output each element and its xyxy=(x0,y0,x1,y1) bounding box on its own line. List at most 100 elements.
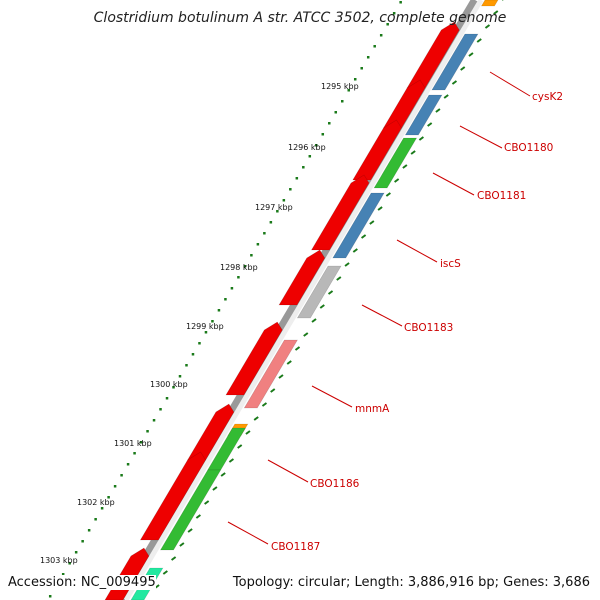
scale-tick xyxy=(253,416,259,421)
scale-dot xyxy=(81,540,84,543)
scale-dot xyxy=(276,210,279,213)
scale-dot xyxy=(347,89,350,92)
scale-tick xyxy=(171,556,177,561)
scale-tick xyxy=(270,388,276,393)
scale-label: 1295 kbp xyxy=(321,82,359,91)
cds-feature xyxy=(310,174,370,251)
scale-dot xyxy=(211,320,214,323)
scale-dot xyxy=(379,34,383,37)
scale-tick xyxy=(385,192,391,197)
scale-tick xyxy=(427,122,433,127)
scale-dot xyxy=(334,111,338,114)
scale-tick xyxy=(377,206,383,211)
leader-line xyxy=(432,172,475,196)
scale-label: 1297 kbp xyxy=(255,203,293,212)
scale-tick xyxy=(484,24,491,29)
scale-tick xyxy=(451,80,458,85)
scale-label: 1301 kbp xyxy=(114,439,152,448)
scale-tick xyxy=(311,318,317,323)
scale-dot xyxy=(392,12,396,15)
scale-tick xyxy=(360,234,367,239)
scale-tick xyxy=(460,66,466,71)
scale-label: 1300 kbp xyxy=(150,380,188,389)
leader-line xyxy=(361,304,403,327)
genome-summary: Topology: circular; Length: 3,886,916 bp… xyxy=(232,575,590,590)
scale-dot xyxy=(191,353,195,356)
scale-dot xyxy=(341,100,344,103)
scale-dot xyxy=(87,529,91,532)
scale-tick xyxy=(369,220,375,225)
backbone-highlight xyxy=(123,0,484,600)
scale-dot xyxy=(198,342,201,345)
scale-tick xyxy=(327,290,334,295)
scale-dot xyxy=(139,441,143,444)
scale-dot xyxy=(172,386,175,389)
scale-tick xyxy=(220,472,226,477)
scale-dot xyxy=(250,254,253,257)
scale-tick xyxy=(402,164,408,169)
gene-label-cysk2: cysK2 xyxy=(532,91,563,103)
scale-dot xyxy=(100,507,104,510)
cds-feature xyxy=(225,321,283,396)
scale-dot xyxy=(120,474,123,477)
leader-line xyxy=(311,385,353,408)
gene-feature xyxy=(159,469,222,551)
scale-tick xyxy=(435,108,441,113)
gene-features xyxy=(104,0,499,600)
gene-feature xyxy=(243,339,298,409)
scale-dot xyxy=(204,331,208,334)
accession-label: Accession: NC_009495 xyxy=(8,575,156,590)
scale-dot xyxy=(366,56,370,59)
scale-tick xyxy=(352,248,358,253)
scale-label: 1299 kbp xyxy=(186,322,224,331)
scale-tick xyxy=(179,542,185,547)
scale-tick xyxy=(212,486,218,491)
gene-label-mnma: mnmA xyxy=(355,403,390,415)
scale-dot xyxy=(269,221,273,224)
gene-labels: cysK2 CBO1180 CBO1181 iscS CBO1183 mnmA CBO118… xyxy=(271,91,563,553)
gene-label-cbo1186: CBO1186 xyxy=(310,478,360,490)
leader-line xyxy=(489,71,531,97)
scale-dot xyxy=(308,155,312,158)
scale-tick xyxy=(294,346,301,351)
scale-dot xyxy=(224,298,227,301)
scale-dot xyxy=(328,122,331,125)
scale-dot xyxy=(61,573,65,576)
cds-feature xyxy=(139,451,206,541)
scale-dot xyxy=(217,309,221,312)
gene-feature xyxy=(296,265,342,319)
scale-dot xyxy=(373,45,376,48)
scale-dot xyxy=(146,430,149,433)
scale-tick xyxy=(394,178,400,183)
scale-dot xyxy=(48,595,52,598)
scale-labels: 1295 kbp 1296 kbp 1297 kbp 1298 kbp 1299 kbp… xyxy=(40,82,359,565)
scale-dot xyxy=(126,463,130,466)
gene-label-cbo1181: CBO1181 xyxy=(477,190,526,202)
scale-dot xyxy=(113,485,117,488)
gene-feature xyxy=(373,137,418,189)
scale-dot xyxy=(315,144,318,147)
gene-label-cbo1183: CBO1183 xyxy=(404,322,453,334)
scale-dot xyxy=(185,364,188,367)
scale-dot xyxy=(399,1,402,4)
scale-tick xyxy=(187,528,193,533)
leader-line xyxy=(396,239,438,263)
scale-tick xyxy=(344,262,350,267)
scale-tick xyxy=(493,10,499,15)
scale-dot xyxy=(68,562,71,565)
scale-dot xyxy=(178,375,182,378)
scale-dot xyxy=(243,265,247,268)
scale-dot xyxy=(107,496,110,499)
scale-label: 1296 kbp xyxy=(288,143,326,152)
scale-dot xyxy=(152,419,156,422)
gene-label-cbo1187: CBO1187 xyxy=(271,541,320,553)
scale-tick xyxy=(195,514,201,519)
leader-line xyxy=(267,459,309,483)
scale-tick xyxy=(303,332,309,337)
scale-tick xyxy=(228,458,235,463)
scale-label: 1302 kbp xyxy=(77,498,115,507)
gene-feature xyxy=(404,94,443,136)
leader-line xyxy=(459,125,503,149)
scale-dot xyxy=(289,188,292,191)
scale-tick xyxy=(162,570,168,575)
